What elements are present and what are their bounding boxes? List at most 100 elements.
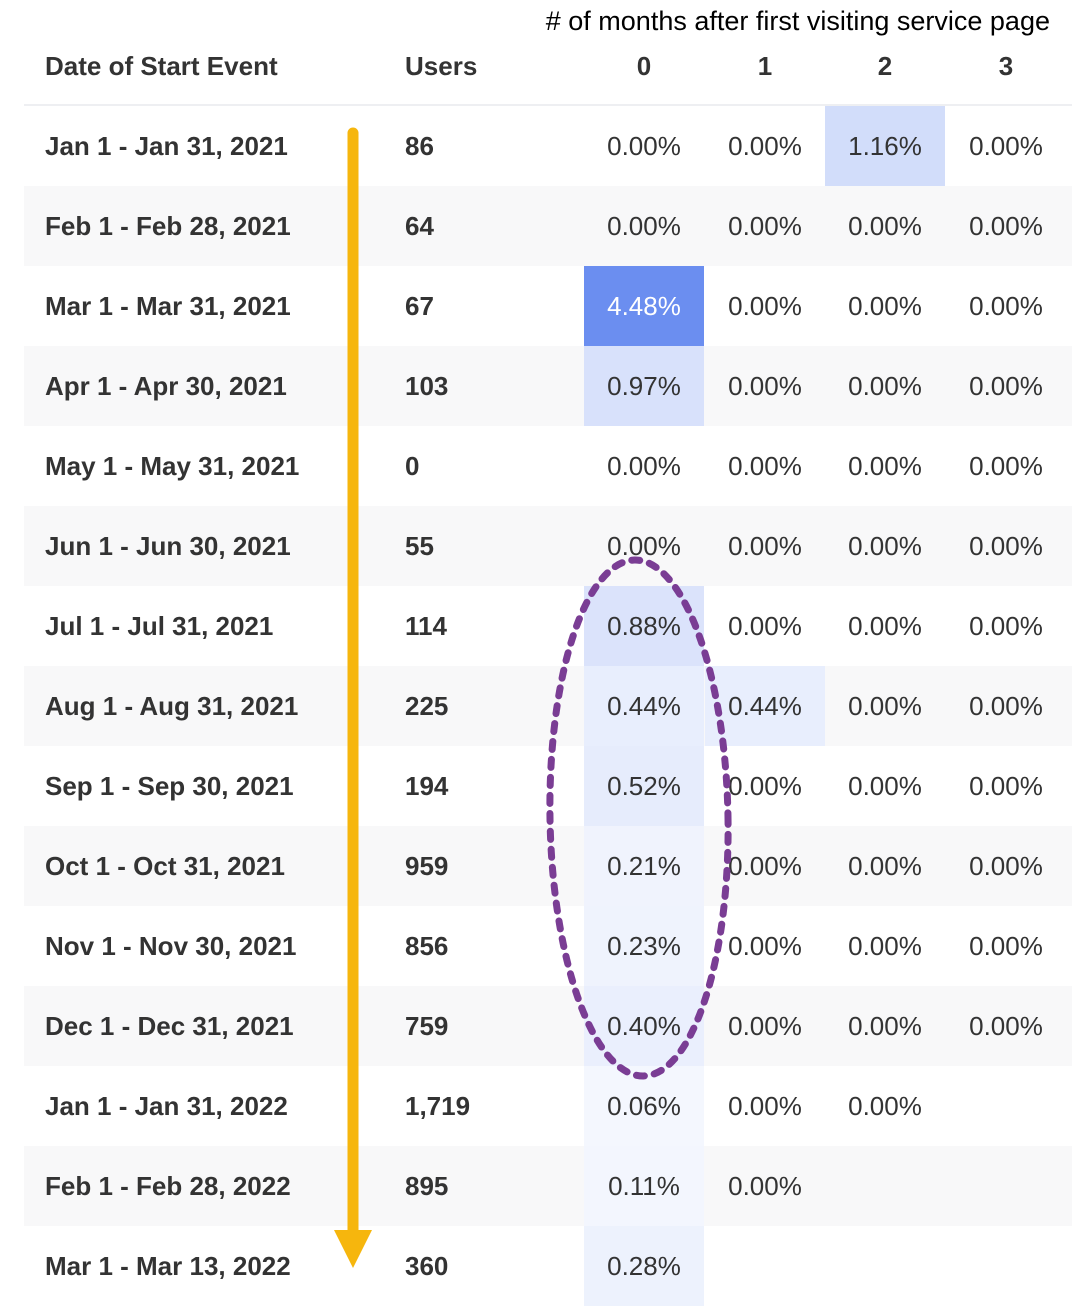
row-users: 895 (405, 1171, 449, 1201)
retention-cell: 0.00% (969, 611, 1043, 641)
retention-cell: 0.00% (728, 1091, 802, 1121)
row-users: 225 (405, 691, 449, 721)
retention-cell: 0.00% (969, 451, 1043, 481)
header-divider (24, 104, 1072, 106)
retention-cell: 0.23% (584, 906, 704, 986)
table-row: Feb 1 - Feb 28, 2022 895 0.11% 0.00% (24, 1146, 1072, 1226)
retention-cell: 0.06% (584, 1066, 704, 1146)
table-row: Feb 1 - Feb 28, 2021 64 0.00% 0.00% 0.00% 0.0… (24, 186, 1072, 266)
table-row: Mar 1 - Mar 31, 2021 67 4.48% 0.00% 0.00% 0.0… (24, 266, 1072, 346)
down-arrow-head (334, 1230, 372, 1268)
row-date: May 1 - May 31, 2021 (45, 451, 300, 481)
retention-cell: 0.00% (728, 291, 802, 321)
table-row: Mar 1 - Mar 13, 2022 360 0.28% (24, 1226, 1072, 1306)
retention-cell: 0.00% (728, 611, 802, 641)
retention-cell: 0.97% (584, 346, 704, 426)
retention-cell: 0.00% (969, 1011, 1043, 1041)
retention-cell: 0.00% (848, 211, 922, 241)
retention-cell: 0.00% (969, 691, 1043, 721)
row-date: Jan 1 - Jan 31, 2021 (45, 131, 288, 161)
retention-cell: 0.11% (584, 1146, 704, 1226)
row-date: Dec 1 - Dec 31, 2021 (45, 1011, 294, 1041)
retention-cell: 0.00% (848, 771, 922, 801)
header-month-1: 1 (757, 51, 773, 81)
row-users: 759 (405, 1011, 449, 1041)
retention-cell: 0.00% (848, 851, 922, 881)
row-users: 0 (405, 451, 420, 481)
chart-title: # of months after first visiting service… (545, 6, 1050, 36)
retention-cell: 0.00% (728, 371, 802, 401)
retention-cell: 0.00% (969, 851, 1043, 881)
row-date: Jun 1 - Jun 30, 2021 (45, 531, 291, 561)
retention-cell: 0.00% (848, 611, 922, 641)
retention-cell: 0.00% (607, 531, 681, 561)
retention-cell: 0.21% (584, 826, 704, 906)
retention-cell: 0.00% (848, 531, 922, 561)
row-date: Feb 1 - Feb 28, 2021 (45, 211, 291, 241)
row-date: Mar 1 - Mar 13, 2022 (45, 1251, 291, 1281)
retention-cell: 0.00% (607, 451, 681, 481)
row-users: 55 (405, 531, 434, 561)
table-row: Jan 1 - Jan 31, 2022 1,719 0.06% 0.00% 0.00% (24, 1066, 1072, 1146)
retention-cell: 0.00% (969, 211, 1043, 241)
table-row: Dec 1 - Dec 31, 2021 759 0.40% 0.00% 0.00% 0.… (24, 986, 1072, 1066)
row-date: Jan 1 - Jan 31, 2022 (45, 1091, 288, 1121)
retention-table: Jan 1 - Jan 31, 2021 86 0.00% 0.00% 1.16% 0.0… (24, 106, 1072, 1306)
retention-cell: 0.00% (728, 851, 802, 881)
table-row: Jun 1 - Jun 30, 2021 55 0.00% 0.00% 0.00% 0.0… (24, 506, 1072, 586)
retention-cell: 0.00% (848, 1011, 922, 1041)
table-row: Sep 1 - Sep 30, 2021 194 0.52% 0.00% 0.00% 0.… (24, 746, 1072, 826)
row-date: Nov 1 - Nov 30, 2021 (45, 931, 297, 961)
highlight-ellipse (546, 556, 732, 1080)
table-row: Nov 1 - Nov 30, 2021 856 0.23% 0.00% 0.00% 0.… (24, 906, 1072, 986)
retention-cell: 0.00% (969, 371, 1043, 401)
row-date: Feb 1 - Feb 28, 2022 (45, 1171, 291, 1201)
row-users: 67 (405, 291, 434, 321)
row-users: 1,719 (405, 1091, 471, 1121)
retention-cell: 0.00% (848, 931, 922, 961)
row-date: Aug 1 - Aug 31, 2021 (45, 691, 299, 721)
retention-cell: 0.00% (848, 371, 922, 401)
table-row: May 1 - May 31, 2021 0 0.00% 0.00% 0.00% 0.00… (24, 426, 1072, 506)
row-date: Mar 1 - Mar 31, 2021 (45, 291, 291, 321)
row-users: 103 (405, 371, 449, 401)
retention-cell: 0.40% (584, 986, 704, 1066)
header-month-2: 2 (877, 51, 893, 81)
table-row: Oct 1 - Oct 31, 2021 959 0.21% 0.00% 0.00% 0.… (24, 826, 1072, 906)
retention-cell: 0.00% (969, 131, 1043, 161)
retention-cell: 0.00% (728, 211, 802, 241)
retention-cell: 0.44% (705, 666, 825, 746)
retention-cell: 4.48% (584, 266, 704, 346)
header-month-0: 0 (636, 51, 652, 81)
retention-cell: 0.88% (584, 586, 704, 666)
table-row: Aug 1 - Aug 31, 2021 225 0.44% 0.44% 0.00% 0.… (24, 666, 1072, 746)
retention-cell: 0.00% (728, 1171, 802, 1201)
table-row: Apr 1 - Apr 30, 2021 103 0.97% 0.00% 0.00% 0.… (24, 346, 1072, 426)
row-date: Apr 1 - Apr 30, 2021 (45, 371, 287, 401)
retention-cell: 0.00% (848, 1091, 922, 1121)
retention-cell: 0.00% (969, 531, 1043, 561)
retention-cell: 0.00% (728, 531, 802, 561)
retention-cell: 0.44% (584, 666, 704, 746)
header-month-3: 3 (998, 51, 1014, 81)
row-date: Oct 1 - Oct 31, 2021 (45, 851, 285, 881)
retention-cell: 0.00% (728, 1011, 802, 1041)
retention-cell: 0.28% (584, 1226, 704, 1306)
retention-cell: 0.00% (848, 691, 922, 721)
retention-cell: 0.52% (584, 746, 704, 826)
retention-cell: 0.00% (969, 771, 1043, 801)
retention-cell: 1.16% (825, 106, 945, 186)
table-row: Jan 1 - Jan 31, 2021 86 0.00% 0.00% 1.16% 0.0… (24, 106, 1072, 186)
retention-cell: 0.00% (848, 291, 922, 321)
row-date: Jul 1 - Jul 31, 2021 (45, 611, 274, 641)
retention-cell: 0.00% (969, 931, 1043, 961)
header-users: Users (405, 51, 478, 81)
row-users: 114 (405, 611, 447, 641)
retention-cell: 0.00% (728, 771, 802, 801)
row-users: 86 (405, 131, 434, 161)
retention-cell: 0.00% (607, 131, 681, 161)
table-row: Jul 1 - Jul 31, 2021 114 0.88% 0.00% 0.00% 0.… (24, 586, 1072, 666)
row-date: Sep 1 - Sep 30, 2021 (45, 771, 294, 801)
retention-cell: 0.00% (848, 451, 922, 481)
retention-cell: 0.00% (728, 451, 802, 481)
